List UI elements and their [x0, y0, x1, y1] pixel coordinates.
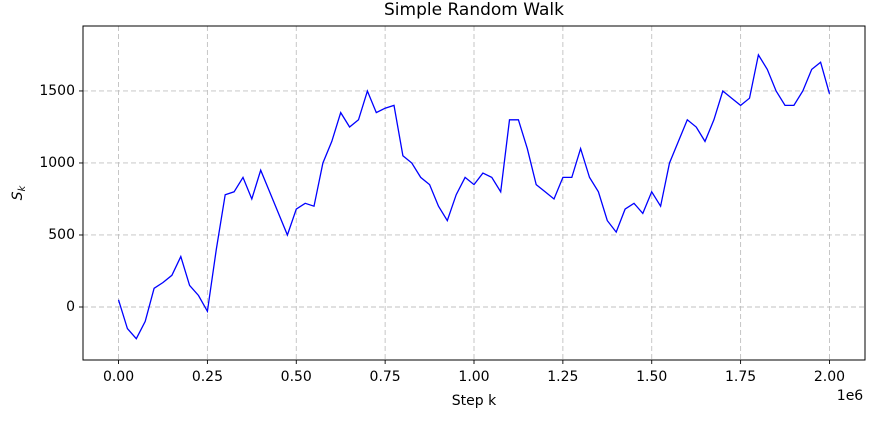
data-line — [117, 53, 831, 340]
y-tick-label: 1000 — [39, 155, 75, 171]
plot-frame — [82, 25, 866, 361]
x-tick-label: 1.00 — [458, 369, 489, 385]
y-label-main: S — [10, 191, 26, 200]
x-tick-label: 0.50 — [281, 369, 312, 385]
y-axis-label: Sk — [10, 184, 28, 200]
x-tick-label: 1.25 — [547, 369, 578, 385]
x-offset-label: 1e6 — [837, 388, 864, 404]
y-tick-label: 1500 — [39, 83, 75, 99]
x-tick-label: 0.25 — [192, 369, 223, 385]
x-tick-label: 1.75 — [725, 369, 756, 385]
x-tick-label: 1.50 — [636, 369, 667, 385]
x-tick-label: 2.00 — [814, 369, 845, 385]
y-tick-label: 500 — [48, 227, 75, 243]
x-axis-label: Step k — [452, 393, 497, 409]
y-axis-label-text: Sk — [10, 184, 28, 200]
y-tick-label: 0 — [66, 299, 75, 315]
y-label-sub: k — [17, 184, 28, 191]
x-tick-label: 0.75 — [370, 369, 401, 385]
x-tick-label: 0.00 — [103, 369, 134, 385]
chart-title: Simple Random Walk — [384, 0, 564, 20]
